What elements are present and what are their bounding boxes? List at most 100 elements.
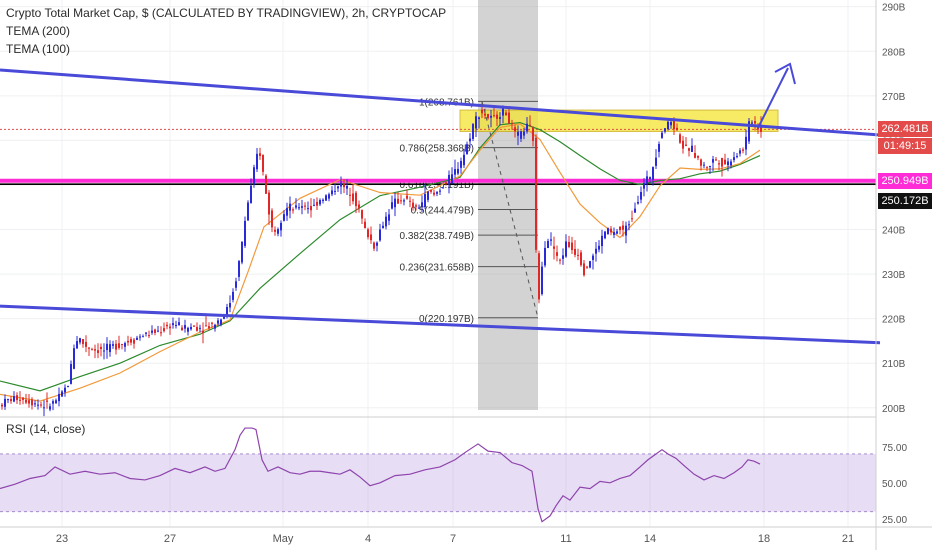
candle-body bbox=[586, 266, 588, 268]
candle-body bbox=[637, 201, 639, 204]
candle-body bbox=[304, 205, 306, 207]
candle-body bbox=[157, 330, 159, 332]
y-tick-label: 200B bbox=[882, 404, 906, 415]
candle-body bbox=[481, 109, 483, 114]
candle-body bbox=[628, 224, 630, 226]
rsi-label[interactable]: RSI (14, close) bbox=[6, 422, 86, 436]
candle-body bbox=[448, 174, 450, 185]
candle-body bbox=[133, 339, 135, 344]
candle-body bbox=[283, 214, 285, 221]
y-tick-label: 230B bbox=[882, 270, 906, 281]
candle-body bbox=[64, 387, 66, 393]
fib-level-label: 0.382(238.749B) bbox=[399, 231, 474, 242]
candle-body bbox=[4, 398, 6, 407]
candle-body bbox=[277, 229, 279, 234]
candle-body bbox=[721, 157, 723, 167]
candle-body bbox=[217, 320, 219, 324]
candle-body bbox=[484, 113, 486, 116]
candle-body bbox=[7, 399, 9, 401]
candle-body bbox=[574, 248, 576, 255]
candle-body bbox=[547, 240, 549, 249]
candle-body bbox=[553, 246, 555, 249]
candle-body bbox=[388, 214, 390, 221]
candle-body bbox=[85, 341, 87, 347]
candle-body bbox=[205, 325, 207, 327]
candle-body bbox=[433, 192, 435, 195]
y-tick-label: 220B bbox=[882, 315, 906, 326]
candle-body bbox=[43, 407, 45, 409]
candle-body bbox=[514, 127, 516, 132]
candle-body bbox=[70, 364, 72, 384]
candle-body bbox=[271, 210, 273, 228]
y-tick-label: 290B bbox=[882, 3, 906, 14]
candle-body bbox=[658, 144, 660, 152]
candle-body bbox=[526, 123, 528, 132]
candle-body bbox=[652, 167, 654, 180]
candle-body bbox=[316, 201, 318, 206]
candle-body bbox=[604, 231, 606, 239]
candle-body bbox=[355, 192, 357, 207]
rsi-tick-label: 25.00 bbox=[882, 515, 907, 526]
candle-body bbox=[694, 153, 696, 158]
indicator-tema-100[interactable]: TEMA (100) bbox=[6, 42, 71, 56]
candle-body bbox=[616, 231, 618, 234]
lower-trendline[interactable] bbox=[0, 304, 881, 345]
candle-body bbox=[565, 241, 567, 257]
candle-body bbox=[103, 350, 105, 352]
candle-body bbox=[595, 248, 597, 254]
candle-body bbox=[427, 191, 429, 200]
candle-body bbox=[730, 161, 732, 166]
candle-body bbox=[592, 255, 594, 260]
rsi-line bbox=[0, 427, 761, 523]
candle-body bbox=[643, 182, 645, 189]
candle-body bbox=[400, 200, 402, 202]
x-tick-label: 11 bbox=[560, 533, 571, 545]
candle-body bbox=[634, 208, 636, 213]
fib-level-label: 0(220.197B) bbox=[419, 314, 474, 325]
indicator-tema-200[interactable]: TEMA (200) bbox=[6, 24, 71, 38]
fib-level-label: 0.5(244.479B) bbox=[411, 206, 474, 217]
candle-body bbox=[130, 339, 132, 343]
rsi-axis: 25.00 50.00 75.00 bbox=[882, 443, 907, 526]
candle-body bbox=[295, 205, 297, 208]
upper-trendline[interactable] bbox=[0, 68, 881, 137]
candle-body bbox=[580, 252, 582, 266]
candle-body bbox=[490, 115, 492, 118]
candle-body bbox=[196, 327, 198, 331]
candle-body bbox=[493, 115, 495, 117]
candle-body bbox=[292, 209, 294, 211]
rsi-tick-label: 75.00 bbox=[882, 443, 907, 454]
candle-body bbox=[538, 253, 540, 300]
candle-body bbox=[559, 259, 561, 261]
candle-body bbox=[193, 325, 195, 327]
candle-body bbox=[331, 190, 333, 195]
candle-body bbox=[154, 329, 156, 333]
candle-body bbox=[541, 266, 543, 295]
candle-body bbox=[745, 136, 747, 150]
candle-body bbox=[112, 344, 114, 346]
candle-body bbox=[280, 222, 282, 231]
candle-body bbox=[430, 190, 432, 192]
candle-body bbox=[265, 175, 267, 194]
fib-level-label: 0.786(258.368B) bbox=[399, 144, 474, 155]
candle-body bbox=[310, 206, 312, 211]
candle-body bbox=[178, 322, 180, 325]
candle-body bbox=[685, 144, 687, 146]
candle-body bbox=[31, 399, 33, 406]
candle-body bbox=[202, 330, 204, 334]
candle-body bbox=[223, 315, 225, 319]
candle-body bbox=[667, 121, 669, 129]
candle-body bbox=[649, 177, 651, 180]
candle-body bbox=[49, 406, 51, 410]
candle-body bbox=[664, 128, 666, 132]
x-tick-label: 23 bbox=[56, 533, 68, 545]
rsi-tick-label: 50.00 bbox=[882, 479, 907, 490]
candle-body bbox=[382, 225, 384, 229]
candle-body bbox=[562, 255, 564, 259]
candle-body bbox=[733, 157, 735, 161]
candle-body bbox=[259, 153, 261, 156]
candle-body bbox=[40, 404, 42, 406]
candle-body bbox=[286, 208, 288, 216]
candle-body bbox=[97, 350, 99, 353]
